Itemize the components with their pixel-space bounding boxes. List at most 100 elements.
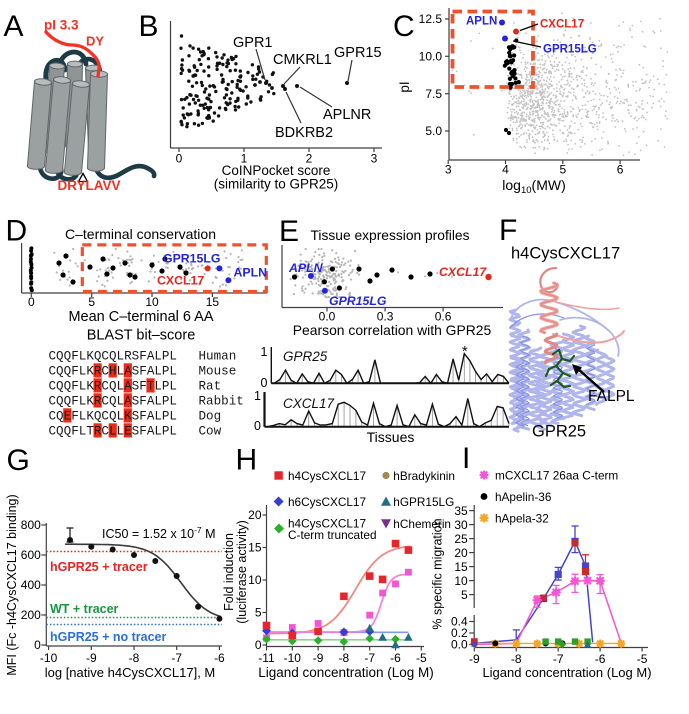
svg-text:30: 30	[454, 518, 468, 532]
svg-text:S: S	[132, 410, 140, 424]
svg-text:Rat: Rat	[199, 380, 222, 394]
svg-text:0: 0	[254, 419, 261, 433]
svg-text:10.0: 10.0	[419, 50, 443, 64]
svg-text:C-term truncated: C-term truncated	[288, 528, 377, 542]
svg-text:Ligand concentration (Log M): Ligand concentration (Log M)	[482, 665, 651, 680]
svg-text:mCXCL17 26aa C-term: mCXCL17 26aa C-term	[495, 469, 618, 483]
svg-text:6: 6	[617, 163, 624, 177]
svg-text:L: L	[79, 380, 87, 394]
svg-text:5: 5	[88, 295, 95, 309]
svg-text:S: S	[132, 365, 140, 379]
svg-text:0: 0	[176, 152, 183, 166]
svg-text:-6: -6	[390, 651, 401, 665]
svg-text:A: A	[147, 365, 155, 379]
svg-text:5: 5	[559, 163, 566, 177]
svg-text:CXCL17: CXCL17	[283, 396, 335, 411]
svg-text:K: K	[124, 410, 132, 424]
svg-text:F: F	[139, 350, 147, 364]
svg-text:A: A	[4, 10, 24, 43]
svg-text:F: F	[71, 380, 79, 394]
svg-text:hBradykinin: hBradykinin	[393, 469, 455, 483]
svg-text:L: L	[169, 350, 177, 364]
svg-text:L: L	[154, 395, 162, 409]
svg-text:A: A	[147, 410, 155, 424]
svg-text:Q: Q	[56, 425, 64, 439]
svg-text:BLAST bit–score: BLAST bit–score	[87, 328, 196, 344]
svg-text:h6CysCXCL17: h6CysCXCL17	[288, 495, 366, 509]
svg-text:h4CysCXCL17: h4CysCXCL17	[511, 245, 620, 263]
svg-text:20: 20	[454, 546, 468, 560]
svg-text:E: E	[279, 215, 299, 248]
svg-text:P: P	[162, 410, 170, 424]
svg-text:Q: Q	[64, 425, 72, 439]
svg-text:-7: -7	[553, 652, 564, 666]
svg-text:H: H	[236, 444, 258, 477]
svg-text:L: L	[117, 365, 125, 379]
svg-text:GPR1: GPR1	[233, 35, 273, 51]
svg-text:Q: Q	[64, 350, 72, 364]
svg-text:L: L	[169, 380, 177, 394]
svg-text:CXCL17: CXCL17	[157, 274, 204, 288]
svg-text:Mean C–terminal 6 AA: Mean C–terminal 6 AA	[68, 309, 213, 325]
svg-text:Fold induction: Fold induction	[222, 533, 236, 611]
svg-text:K: K	[86, 395, 94, 409]
svg-text:F: F	[499, 214, 517, 247]
svg-text:Tissues: Tissues	[367, 429, 415, 445]
svg-text:C: C	[101, 380, 109, 394]
svg-text:3: 3	[371, 152, 378, 166]
svg-text:-6: -6	[595, 652, 606, 666]
svg-text:Q: Q	[109, 380, 117, 394]
svg-text:C: C	[49, 425, 57, 439]
svg-text:MFI (Fc -h4CysCXCL17 binding): MFI (Fc -h4CysCXCL17 binding)	[5, 494, 19, 675]
svg-text:L: L	[109, 425, 117, 439]
svg-text:0.0: 0.0	[319, 310, 336, 324]
svg-text:P: P	[162, 350, 170, 364]
svg-text:F: F	[139, 395, 147, 409]
svg-text:L: L	[117, 350, 125, 364]
svg-text:APLN: APLN	[234, 266, 268, 280]
svg-text:S: S	[132, 380, 140, 394]
svg-text:7.5: 7.5	[425, 87, 442, 101]
svg-text:GPR15LG: GPR15LG	[329, 294, 387, 308]
svg-text:0: 0	[28, 295, 35, 309]
svg-text:pI 3.3: pI 3.3	[44, 18, 79, 33]
svg-text:D: D	[6, 215, 28, 248]
svg-text:P: P	[162, 425, 170, 439]
svg-text:L: L	[154, 350, 162, 364]
svg-text:C: C	[393, 10, 415, 43]
svg-text:S: S	[132, 395, 140, 409]
svg-text:K: K	[86, 380, 94, 394]
svg-text:L: L	[79, 395, 87, 409]
svg-text:0: 0	[34, 638, 41, 652]
svg-text:0.0: 0.0	[451, 638, 468, 652]
svg-text:A: A	[147, 350, 155, 364]
svg-text:A: A	[147, 425, 155, 439]
svg-text:K: K	[86, 350, 94, 364]
svg-text:T: T	[147, 380, 155, 394]
svg-text:log10(MW): log10(MW)	[502, 177, 565, 196]
svg-text:C: C	[49, 350, 57, 364]
svg-text:GPR25: GPR25	[532, 423, 586, 441]
svg-text:L: L	[79, 350, 87, 364]
svg-text:K: K	[86, 410, 94, 424]
svg-text:10: 10	[454, 574, 468, 588]
svg-text:400: 400	[21, 578, 41, 592]
svg-text:-9: -9	[86, 651, 97, 665]
svg-text:5.0: 5.0	[425, 124, 442, 138]
svg-text:-10: -10	[284, 651, 302, 665]
svg-text:0: 0	[255, 638, 262, 652]
svg-text:GPR15: GPR15	[334, 45, 382, 61]
svg-text:L: L	[154, 365, 162, 379]
svg-text:H: H	[109, 365, 117, 379]
svg-text:E: E	[124, 425, 132, 439]
svg-text:0.2: 0.2	[451, 626, 468, 640]
svg-text:C: C	[101, 425, 109, 439]
svg-text:20: 20	[248, 508, 262, 522]
svg-text:GPR15LG: GPR15LG	[163, 252, 220, 266]
svg-text:Q: Q	[56, 350, 64, 364]
svg-text:Rabbit: Rabbit	[199, 395, 244, 409]
svg-text:B: B	[139, 10, 159, 43]
svg-text:L: L	[117, 425, 125, 439]
svg-text:% specific migration: % specific migration	[431, 518, 445, 629]
svg-text:CMKRL1: CMKRL1	[273, 52, 332, 68]
